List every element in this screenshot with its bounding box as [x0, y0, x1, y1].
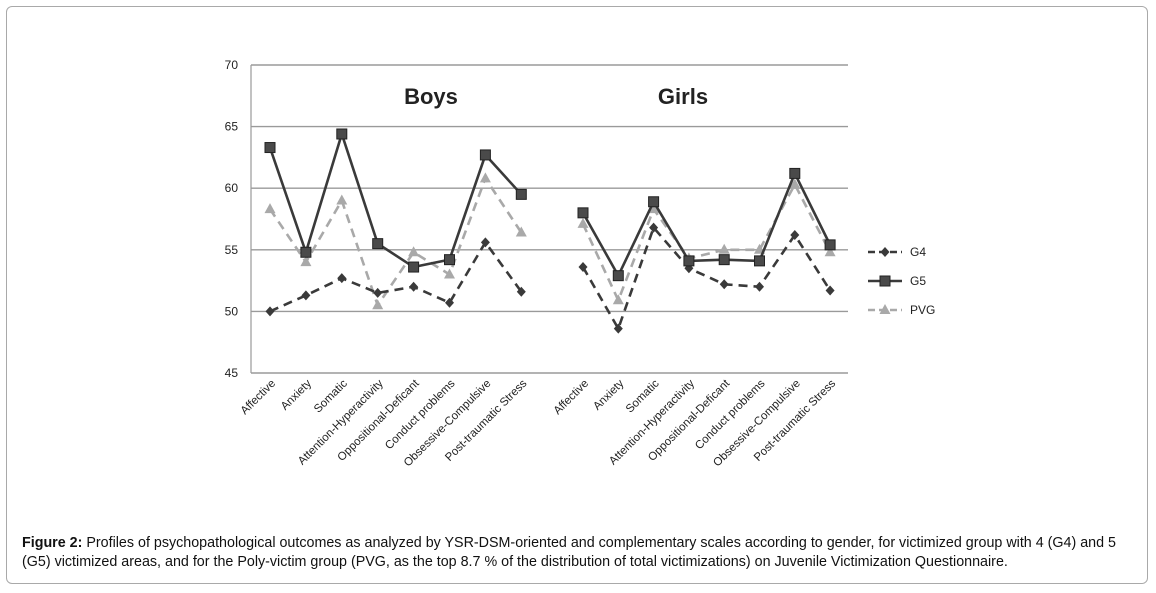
legend: G4 G5 PVG — [868, 245, 935, 317]
g5-point — [718, 254, 730, 266]
g4-point — [373, 287, 383, 298]
caption-label: Figure 2: — [22, 535, 83, 551]
g5-point — [683, 255, 695, 267]
g4-point — [755, 281, 764, 292]
y-axis-ticks: 45 50 55 60 65 70 — [225, 58, 239, 380]
pvg-point — [515, 226, 527, 237]
g4-point — [880, 247, 890, 257]
pvg-point — [264, 203, 276, 214]
series-g4 — [265, 222, 835, 334]
pvg-point — [479, 172, 491, 183]
grid-lines — [250, 64, 848, 374]
x-axis-category-labels: Affective AnxietySomaticAttention-Hyperac… — [239, 377, 839, 469]
g5-point — [264, 142, 276, 154]
pvg-point — [577, 217, 589, 228]
legend-label-pvg: PVG — [910, 303, 935, 317]
g5-point — [300, 246, 312, 258]
series-line-g5 — [581, 170, 832, 279]
pvg-point — [879, 304, 891, 314]
g4-point — [578, 262, 588, 273]
g5-point — [336, 128, 348, 140]
caption-text: Profiles of psychopathological outcomes … — [22, 535, 1116, 570]
figure-frame — [6, 6, 1148, 584]
g5-point — [515, 188, 527, 200]
pvg-point — [408, 246, 420, 257]
series-line-g5 — [268, 129, 523, 269]
g5-point — [372, 238, 384, 250]
y-tick-label: 50 — [225, 304, 239, 318]
g5-point — [824, 239, 836, 251]
y-tick-label: 45 — [225, 366, 239, 380]
panel-title-girls: Girls — [658, 84, 708, 109]
series-line-pvg — [581, 181, 832, 304]
pvg-point — [612, 294, 624, 305]
g5-point — [444, 254, 455, 266]
pvg-point — [824, 246, 836, 257]
g4-point — [825, 285, 835, 296]
g4-point — [409, 281, 419, 292]
figure-caption: Figure 2: Profiles of psychopathological… — [22, 534, 1137, 572]
g4-point — [790, 230, 800, 241]
pvg-point — [372, 299, 384, 310]
g5-point — [789, 167, 801, 179]
g4-point — [337, 273, 347, 284]
g4-point — [649, 222, 659, 233]
g4-point — [445, 297, 454, 308]
series-line-g4 — [269, 240, 523, 313]
g4-point — [265, 306, 275, 317]
pvg-point — [336, 194, 348, 205]
g4-point — [516, 286, 526, 297]
g5-point — [408, 261, 420, 273]
x-category-label: Anxiety — [591, 377, 626, 412]
g5-point — [612, 270, 624, 282]
x-category-label: Affective — [552, 378, 592, 418]
series-line-pvg — [268, 175, 523, 309]
legend-label-g4: G4 — [910, 245, 926, 259]
g5-point — [479, 149, 491, 161]
series-pvg — [264, 172, 836, 310]
g4-point — [613, 323, 623, 334]
g4-point — [301, 290, 311, 301]
g4-point — [719, 279, 729, 290]
series-group — [264, 128, 836, 334]
x-category-label: Anxiety — [279, 377, 314, 412]
g5-point — [754, 255, 765, 267]
legend-label-g5: G5 — [910, 274, 926, 288]
y-tick-label: 60 — [225, 181, 239, 195]
x-category-label: Affective — [239, 378, 279, 418]
g5-point — [879, 275, 891, 287]
y-tick-label: 65 — [225, 120, 239, 134]
pvg-point — [718, 243, 730, 254]
pvg-point — [648, 203, 660, 214]
pvg-point — [444, 268, 455, 279]
pvg-point — [300, 256, 312, 267]
g5-point — [577, 207, 589, 219]
series-g5 — [264, 128, 836, 282]
line-chart: 45 50 55 60 65 70 Affective AnxietySomaticAtte… — [225, 58, 936, 469]
panel-title-boys: Boys — [404, 84, 458, 109]
y-tick-label: 70 — [225, 58, 239, 72]
g4-point — [480, 237, 490, 248]
pvg-point — [789, 178, 801, 189]
y-tick-label: 55 — [225, 243, 239, 257]
g5-point — [648, 196, 660, 208]
